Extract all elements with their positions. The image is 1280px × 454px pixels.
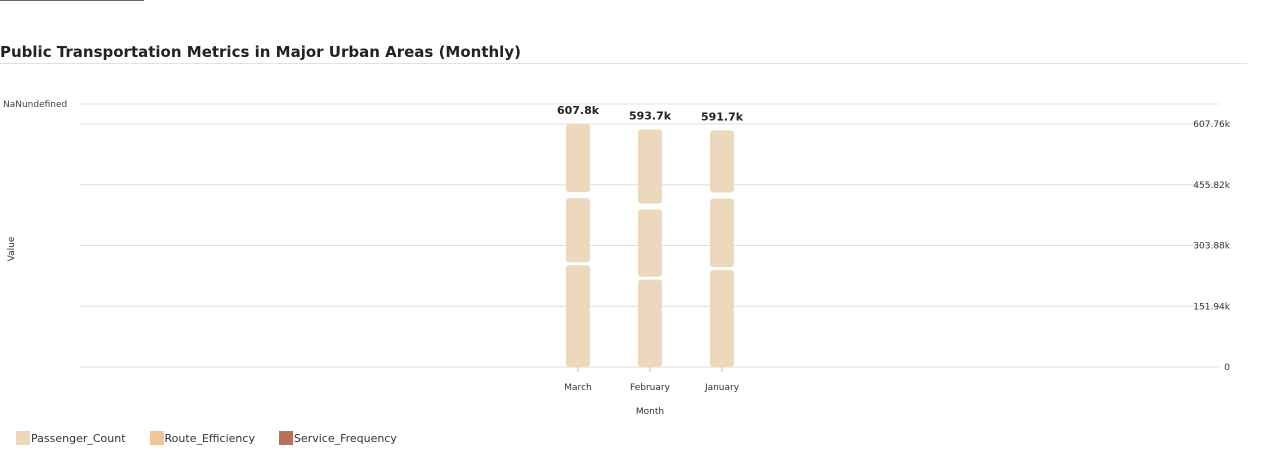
bar-segment [710, 198, 734, 268]
bar-total-label: 607.8k [557, 104, 600, 117]
legend-swatch-service-frequency [278, 431, 293, 445]
legend: Passenger_Count Route_Efficiency Service… [16, 431, 397, 445]
x-axis-title: Month [636, 407, 664, 417]
bar-total-label: 593.7k [629, 110, 672, 123]
bar-total-label: 591.7k [701, 110, 744, 123]
y-axis-top-tick-label: NaNundefined [3, 100, 67, 110]
bar-segment [638, 209, 662, 277]
title-divider [0, 63, 1247, 64]
y-axis-title: Value [7, 236, 17, 261]
legend-item-service-frequency[interactable]: Service_Frequency [278, 431, 397, 445]
top-divider [0, 0, 144, 1]
bar-segment [566, 124, 590, 193]
legend-swatch-route-efficiency [149, 431, 164, 445]
bar-segment [710, 130, 734, 193]
bar-segment [566, 265, 590, 367]
legend-item-route-efficiency[interactable]: Route_Efficiency [149, 431, 255, 445]
y-axis-tick-label: 607.76k [1193, 120, 1230, 130]
bar-segment [638, 279, 662, 367]
y-axis-tick-label: 0 [1224, 363, 1230, 373]
bar-segment [710, 270, 734, 367]
y-axis-tick-label: 303.88k [1193, 242, 1230, 252]
chart-title: Public Transportation Metrics in Major U… [0, 43, 521, 61]
legend-item-passenger-count[interactable]: Passenger_Count [16, 431, 126, 445]
legend-label-route-efficiency: Route_Efficiency [164, 431, 255, 445]
x-axis-tick-label: February [630, 383, 671, 393]
y-axis-tick-label: 455.82k [1193, 181, 1230, 191]
x-axis-tick-label: January [704, 383, 740, 393]
legend-label-service-frequency: Service_Frequency [293, 431, 397, 445]
bar-segment [566, 198, 590, 263]
legend-swatch-passenger-count [16, 431, 30, 445]
legend-label-passenger-count: Passenger_Count [31, 431, 126, 445]
x-axis-tick-label: March [564, 383, 591, 393]
y-axis-tick-label: 151.94k [1193, 302, 1230, 312]
bar-segment [638, 129, 662, 204]
